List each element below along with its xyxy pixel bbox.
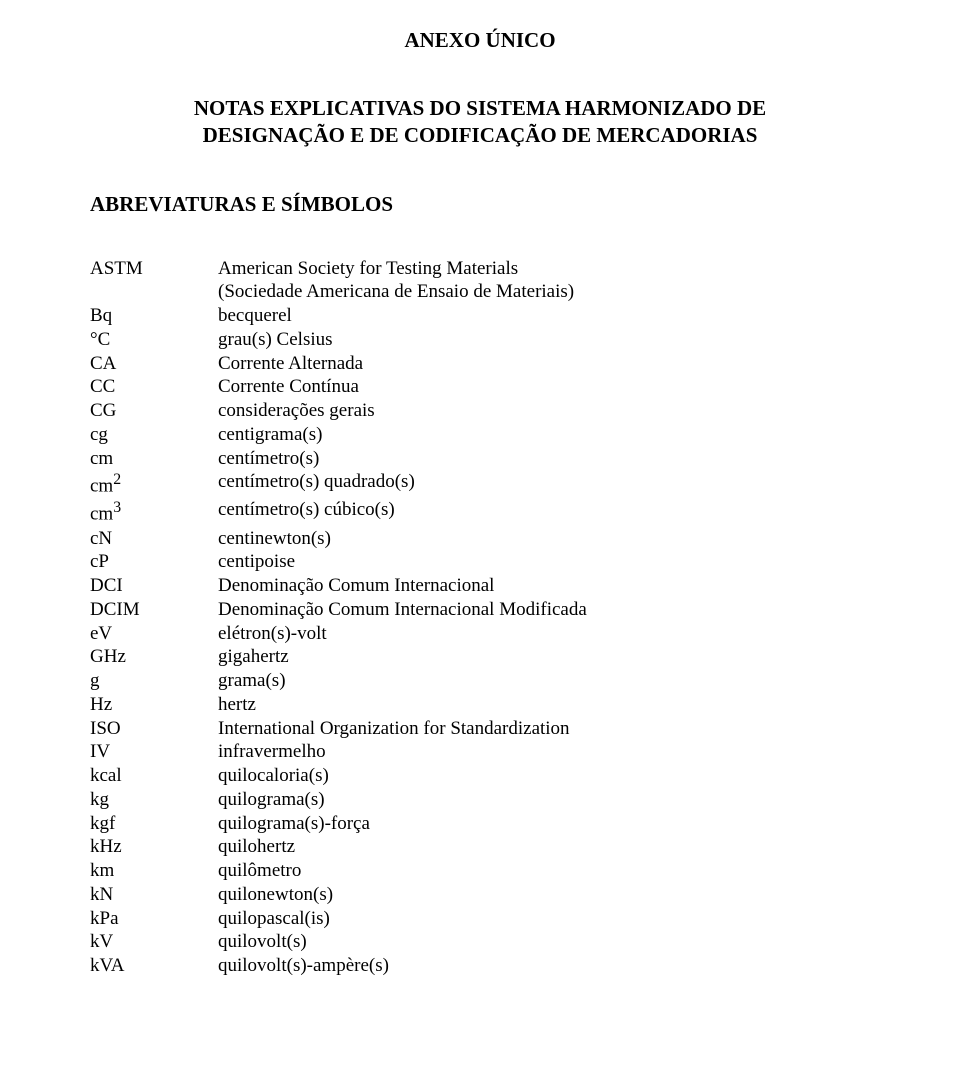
table-row: IVinfravermelho xyxy=(90,740,870,764)
abbr-cell: kPa xyxy=(90,907,218,931)
abbr-cell: ASTM xyxy=(90,257,218,281)
abbr-cell: CC xyxy=(90,375,218,399)
abbr-cell: eV xyxy=(90,622,218,646)
definition-cell: Denominação Comum Internacional xyxy=(218,574,870,598)
abbr-cell: Bq xyxy=(90,304,218,328)
table-row: CGconsiderações gerais xyxy=(90,399,870,423)
table-row: kNquilonewton(s) xyxy=(90,883,870,907)
definition-cell: quilocaloria(s) xyxy=(218,764,870,788)
table-row: (Sociedade Americana de Ensaio de Materi… xyxy=(90,280,870,304)
table-row: ISOInternational Organization for Standa… xyxy=(90,717,870,741)
definition-cell: quilopascal(is) xyxy=(218,907,870,931)
table-row: cm3centímetro(s) cúbico(s) xyxy=(90,498,870,526)
abbr-cell: cN xyxy=(90,527,218,551)
abbr-cell: ISO xyxy=(90,717,218,741)
abbr-cell: DCIM xyxy=(90,598,218,622)
table-row: Bqbecquerel xyxy=(90,304,870,328)
table-row: kHzquilohertz xyxy=(90,835,870,859)
definition-cell: grama(s) xyxy=(218,669,870,693)
table-row: cPcentipoise xyxy=(90,550,870,574)
table-row: eVelétron(s)-volt xyxy=(90,622,870,646)
table-row: kgfquilograma(s)-força xyxy=(90,812,870,836)
table-row: CACorrente Alternada xyxy=(90,352,870,376)
definition-cell: becquerel xyxy=(218,304,870,328)
definition-cell: grau(s) Celsius xyxy=(218,328,870,352)
definition-cell: quilovolt(s) xyxy=(218,930,870,954)
table-row: CCCorrente Contínua xyxy=(90,375,870,399)
definition-cell: International Organization for Standardi… xyxy=(218,717,870,741)
definition-cell: infravermelho xyxy=(218,740,870,764)
table-row: kPaquilopascal(is) xyxy=(90,907,870,931)
definition-cell: Corrente Alternada xyxy=(218,352,870,376)
definition-cell: gigahertz xyxy=(218,645,870,669)
abbr-cell: DCI xyxy=(90,574,218,598)
definition-cell: quilograma(s)-força xyxy=(218,812,870,836)
table-row: °Cgrau(s) Celsius xyxy=(90,328,870,352)
table-row: ggrama(s) xyxy=(90,669,870,693)
abbr-cell: CA xyxy=(90,352,218,376)
page: ANEXO ÚNICO NOTAS EXPLICATIVAS DO SISTEM… xyxy=(0,0,960,1018)
abbr-cell: IV xyxy=(90,740,218,764)
abbr-cell: cm2 xyxy=(90,470,218,498)
abbr-cell: GHz xyxy=(90,645,218,669)
table-row: cm2centímetro(s) quadrado(s) xyxy=(90,470,870,498)
definition-cell: centímetro(s) xyxy=(218,447,870,471)
table-row: DCIDenominação Comum Internacional xyxy=(90,574,870,598)
subtitle-line-1: NOTAS EXPLICATIVAS DO SISTEMA HARMONIZAD… xyxy=(194,96,766,120)
table-row: cNcentinewton(s) xyxy=(90,527,870,551)
abbr-cell: kN xyxy=(90,883,218,907)
definition-cell: centímetro(s) cúbico(s) xyxy=(218,498,870,526)
table-row: ASTMAmerican Society for Testing Materia… xyxy=(90,257,870,281)
definition-cell: (Sociedade Americana de Ensaio de Materi… xyxy=(218,280,870,304)
abbr-cell: kcal xyxy=(90,764,218,788)
abbr-cell xyxy=(90,280,218,304)
definition-cell: quilovolt(s)-ampère(s) xyxy=(218,954,870,978)
definition-cell: elétron(s)-volt xyxy=(218,622,870,646)
definition-cell: centigrama(s) xyxy=(218,423,870,447)
table-row: kgquilograma(s) xyxy=(90,788,870,812)
abbr-cell: kVA xyxy=(90,954,218,978)
table-row: cgcentigrama(s) xyxy=(90,423,870,447)
subtitle: NOTAS EXPLICATIVAS DO SISTEMA HARMONIZAD… xyxy=(90,95,870,150)
definition-cell: considerações gerais xyxy=(218,399,870,423)
table-row: kcalquilocaloria(s) xyxy=(90,764,870,788)
definition-cell: quilohertz xyxy=(218,835,870,859)
abbr-cell: kHz xyxy=(90,835,218,859)
table-row: kVquilovolt(s) xyxy=(90,930,870,954)
table-row: kVAquilovolt(s)-ampère(s) xyxy=(90,954,870,978)
abbr-cell: cm3 xyxy=(90,498,218,526)
abbr-cell: kg xyxy=(90,788,218,812)
definition-cell: quilograma(s) xyxy=(218,788,870,812)
abbr-cell: g xyxy=(90,669,218,693)
subtitle-line-2: DESIGNAÇÃO E DE CODIFICAÇÃO DE MERCADORI… xyxy=(203,123,758,147)
definition-cell: Denominação Comum Internacional Modifica… xyxy=(218,598,870,622)
table-row: cmcentímetro(s) xyxy=(90,447,870,471)
table-row: GHzgigahertz xyxy=(90,645,870,669)
abbr-superscript: 3 xyxy=(113,499,121,516)
abbreviations-table: ASTMAmerican Society for Testing Materia… xyxy=(90,257,870,978)
abbr-cell: km xyxy=(90,859,218,883)
table-row: Hzhertz xyxy=(90,693,870,717)
table-row: DCIMDenominação Comum Internacional Modi… xyxy=(90,598,870,622)
definition-cell: centímetro(s) quadrado(s) xyxy=(218,470,870,498)
section-heading: ABREVIATURAS E SÍMBOLOS xyxy=(90,192,870,217)
definition-cell: quilonewton(s) xyxy=(218,883,870,907)
abbr-cell: kgf xyxy=(90,812,218,836)
abbr-cell: cm xyxy=(90,447,218,471)
definition-cell: centipoise xyxy=(218,550,870,574)
definition-cell: quilômetro xyxy=(218,859,870,883)
definition-cell: Corrente Contínua xyxy=(218,375,870,399)
definition-cell: centinewton(s) xyxy=(218,527,870,551)
definition-cell: American Society for Testing Materials xyxy=(218,257,870,281)
abbr-cell: Hz xyxy=(90,693,218,717)
abbr-superscript: 2 xyxy=(113,471,121,488)
abbr-cell: cP xyxy=(90,550,218,574)
abbr-cell: cg xyxy=(90,423,218,447)
title: ANEXO ÚNICO xyxy=(90,28,870,53)
abbr-cell: CG xyxy=(90,399,218,423)
table-row: kmquilômetro xyxy=(90,859,870,883)
abbr-cell: kV xyxy=(90,930,218,954)
abbr-cell: °C xyxy=(90,328,218,352)
definition-cell: hertz xyxy=(218,693,870,717)
